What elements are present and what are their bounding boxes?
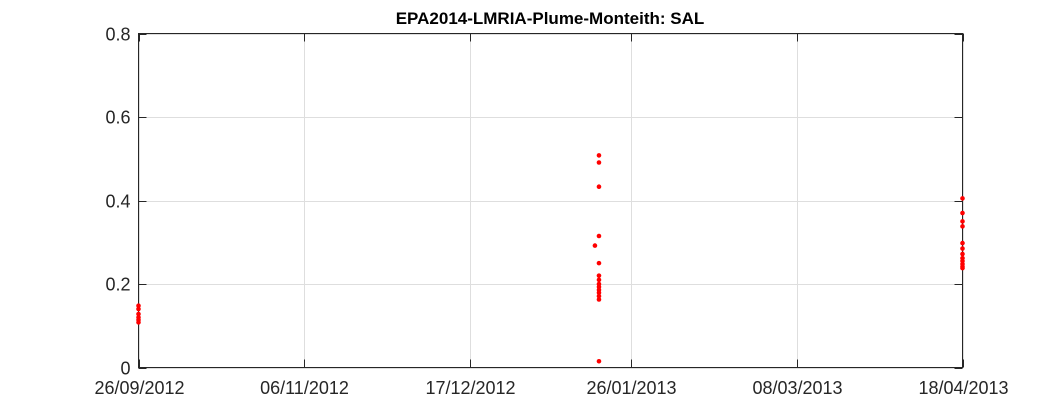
data-point (960, 251, 965, 257)
data-point (596, 290, 602, 296)
data-point (596, 297, 602, 302)
y-tick-label: 0 (120, 359, 130, 379)
x-tick-label: 08/03/2013 (752, 378, 842, 398)
y-tick-label: 0.2 (105, 275, 130, 295)
data-point (596, 273, 602, 278)
x-tick-label: 06/11/2012 (260, 378, 349, 398)
data-point (960, 196, 965, 201)
data-point (136, 306, 141, 312)
data-point (596, 358, 602, 364)
data-point (960, 265, 965, 271)
data-point (136, 311, 141, 317)
plot-area-border (138, 33, 963, 368)
grid-lines (138, 33, 964, 369)
data-point (596, 153, 602, 158)
data-point (596, 260, 602, 266)
data-point (596, 233, 602, 239)
y-tick-label: 0.6 (105, 108, 130, 128)
data-point (960, 219, 965, 224)
data-point (960, 246, 965, 251)
data-point (596, 293, 602, 299)
data-point (960, 224, 965, 229)
data-point (960, 210, 965, 216)
x-tick-label: 17/12/2012 (425, 378, 515, 398)
data-point (592, 243, 598, 248)
x-tick-label: 26/09/2012 (94, 378, 184, 398)
chart-title: EPA2014-LMRIA-Plume-Monteith: SAL (396, 9, 705, 28)
x-tick-label: 18/04/2013 (918, 378, 1008, 398)
axis-ticks: 26/09/2012 06/11/2012 17/12/2012 26/01/2013… (94, 25, 1008, 399)
data-point (136, 320, 141, 325)
data-point (136, 303, 141, 309)
data-point (596, 160, 602, 165)
y-tick-label: 0.8 (105, 25, 130, 45)
data-points (136, 153, 965, 364)
data-point (960, 240, 965, 246)
data-point (596, 277, 602, 283)
x-tick-label: 26/01/2013 (586, 378, 676, 398)
y-tick-label: 0.4 (105, 192, 130, 212)
data-point (596, 184, 602, 190)
